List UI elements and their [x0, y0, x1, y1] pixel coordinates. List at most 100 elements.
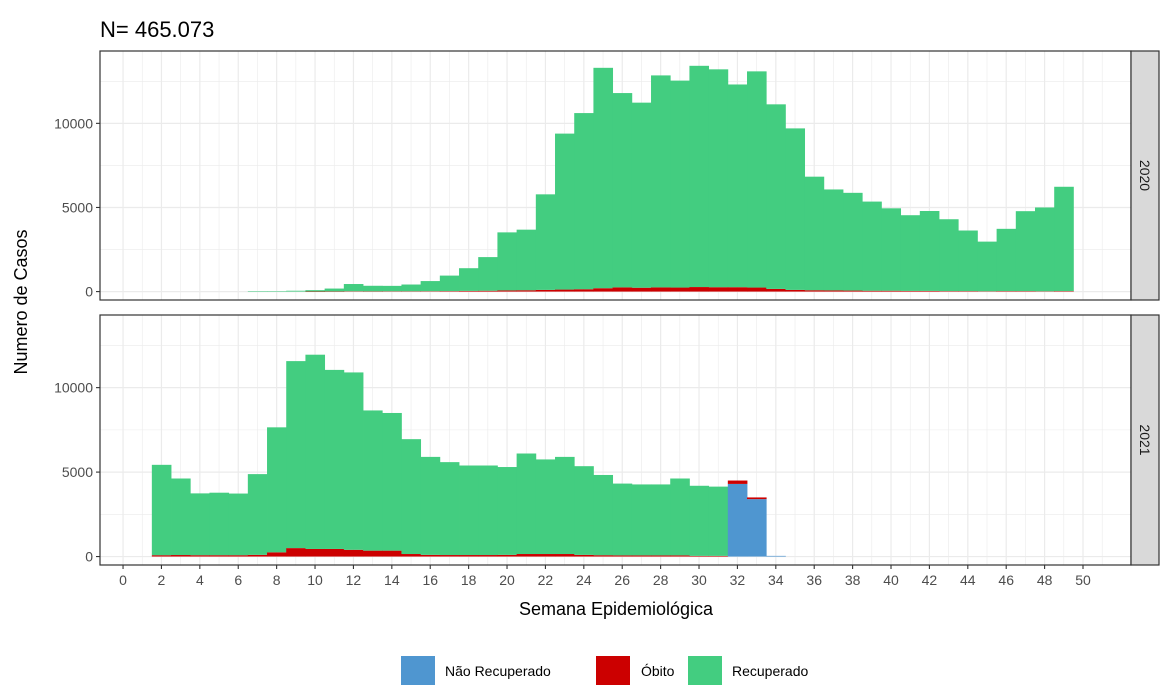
bar-obito-2021-w3 — [171, 555, 191, 557]
bar-recuperado-2020-w18 — [459, 268, 479, 291]
bar-obito-2021-w10 — [305, 548, 326, 557]
bar-obito-2020-w29 — [670, 287, 690, 292]
bar-obito-2021-w12 — [343, 549, 364, 557]
x-tick-label: 26 — [614, 572, 630, 588]
x-axis-title: Semana Epidemiológica — [519, 599, 714, 619]
legend-label-recuperado: Recuperado — [732, 663, 808, 679]
bar-obito-2021-w22 — [535, 554, 556, 557]
bar-recuperado-2020-w17 — [439, 275, 460, 292]
x-tick-label: 8 — [273, 572, 281, 588]
bar-recuperado-2020-w47 — [1015, 211, 1036, 292]
bar-recuperado-2020-w41 — [900, 215, 921, 291]
bar-recuperado-2020-w16 — [420, 281, 441, 292]
bar-obito-2021-w21 — [516, 554, 537, 557]
legend-swatch-nao-recuperado — [401, 656, 435, 685]
x-tick-label: 14 — [384, 572, 400, 588]
x-tick-label: 16 — [422, 572, 438, 588]
bar-recuperado-2020-w38 — [843, 192, 863, 291]
bar-recuperado-2020-w29 — [670, 80, 690, 288]
bar-recuperado-2021-w20 — [497, 467, 518, 555]
bar-recuperado-2020-w10 — [305, 290, 326, 292]
x-tick-label: 24 — [576, 572, 592, 588]
x-tick-label: 36 — [806, 572, 822, 588]
bar-obito-2020-w19 — [478, 290, 498, 292]
x-tick-label: 30 — [691, 572, 707, 588]
bar-recuperado-2020-w33 — [747, 71, 767, 288]
bar-recuperado-2021-w28 — [651, 484, 671, 556]
bar-recuperado-2020-w34 — [766, 104, 786, 289]
bar-recuperado-2021-w19 — [478, 465, 498, 556]
bar-obito-2020-w39 — [862, 290, 882, 292]
bar-obito-2021-w15 — [401, 554, 422, 557]
bar-obito-2020-w22 — [535, 289, 556, 292]
bar-obito-2020-w33 — [747, 287, 767, 292]
bar-obito-2021-w7 — [247, 554, 268, 557]
bar-recuperado-2021-w11 — [324, 369, 345, 549]
bar-obito-2020-w35 — [785, 289, 806, 292]
x-tick-label: 22 — [538, 572, 554, 588]
y-tick-label: 0 — [85, 549, 93, 565]
bar-obito-2021-w11 — [324, 548, 345, 557]
bar-obito-2020-w40 — [881, 290, 902, 292]
bar-recuperado-2020-w14 — [382, 285, 402, 292]
bar-obito-2021-w32 — [727, 480, 748, 484]
legend-swatch-recuperado — [688, 656, 722, 685]
x-tick-label: 34 — [768, 572, 784, 588]
bar-obito-2021-w29 — [670, 555, 690, 557]
bar-recuperado-2020-w32 — [727, 84, 748, 288]
x-tick-label: 40 — [883, 572, 899, 588]
bar-recuperado-2020-w7 — [247, 291, 268, 292]
panel-2021: 2021 0 5000 10000 — [54, 314, 1160, 566]
x-tick-label: 4 — [196, 572, 204, 588]
bar-recuperado-2021-w5 — [209, 492, 230, 556]
bar-recuperado-2021-w13 — [363, 410, 383, 551]
x-axis: 0 2 4 6 8 10 12 14 16 18 20 22 24 26 28 30 32 34 36 38 40 42 4… — [119, 565, 1091, 588]
bar-obito-2020-w21 — [516, 290, 537, 292]
bar-recuperado-2020-w49 — [1054, 186, 1074, 292]
bar-recuperado-2021-w2 — [151, 464, 172, 556]
x-tick-label: 12 — [346, 572, 362, 588]
bar-recuperado-2020-w44 — [958, 230, 978, 292]
bar-recuperado-2020-w19 — [478, 257, 498, 291]
bar-recuperado-2020-w35 — [785, 128, 806, 290]
bar-recuperado-2021-w3 — [171, 478, 191, 556]
y-tick-label: 5000 — [62, 199, 93, 215]
bar-recuperado-2021-w23 — [555, 456, 575, 555]
panels: 2020 0 5000 10000 2021 0 5000 10000 — [54, 50, 1160, 566]
bar-obito-2020-w24 — [574, 289, 594, 292]
bar-obito-2020-w25 — [593, 288, 614, 292]
bar-obito-2020-w18 — [459, 290, 479, 292]
bar-recuperado-2020-w28 — [651, 75, 671, 288]
bar-obito-2020-w34 — [766, 288, 786, 292]
bar-recuperado-2020-w11 — [324, 288, 345, 292]
bar-obito-2021-w26 — [612, 555, 633, 557]
bar-recuperado-2020-w45 — [977, 241, 998, 292]
bar-recuperado-2020-w48 — [1035, 207, 1055, 292]
bar-obito-2020-w17 — [439, 291, 460, 292]
bar-obito-2021-w4 — [190, 555, 210, 557]
bar-nao-recuperado-2021-w32 — [727, 483, 748, 557]
y-axis-title: Numero de Casos — [11, 229, 31, 374]
bar-recuperado-2020-w27 — [631, 102, 652, 288]
bar-recuperado-2021-w17 — [439, 462, 460, 556]
bar-obito-2021-w13 — [363, 550, 383, 557]
bar-recuperado-2020-w46 — [996, 228, 1017, 292]
bar-obito-2020-w36 — [804, 290, 825, 292]
bar-recuperado-2021-w30 — [689, 485, 710, 556]
bar-obito-2020-w32 — [727, 287, 748, 292]
bar-obito-2021-w6 — [228, 555, 249, 557]
facet-strip — [1130, 50, 1160, 301]
x-tick-label: 20 — [499, 572, 515, 588]
bar-recuperado-2020-w42 — [919, 211, 940, 291]
bar-obito-2021-w25 — [593, 555, 614, 557]
bar-recuperado-2021-w8 — [267, 427, 287, 553]
bar-recuperado-2020-w21 — [516, 229, 537, 291]
bar-obito-2021-w17 — [439, 555, 460, 557]
bar-recuperado-2020-w31 — [708, 69, 729, 288]
bar-obito-2020-w46 — [996, 291, 1017, 292]
x-tick-label: 28 — [653, 572, 669, 588]
bar-obito-2021-w8 — [267, 552, 287, 557]
panel-2020: 2020 0 5000 10000 — [54, 50, 1160, 301]
bar-obito-2021-w19 — [478, 555, 498, 557]
bar-recuperado-2021-w9 — [286, 361, 306, 549]
